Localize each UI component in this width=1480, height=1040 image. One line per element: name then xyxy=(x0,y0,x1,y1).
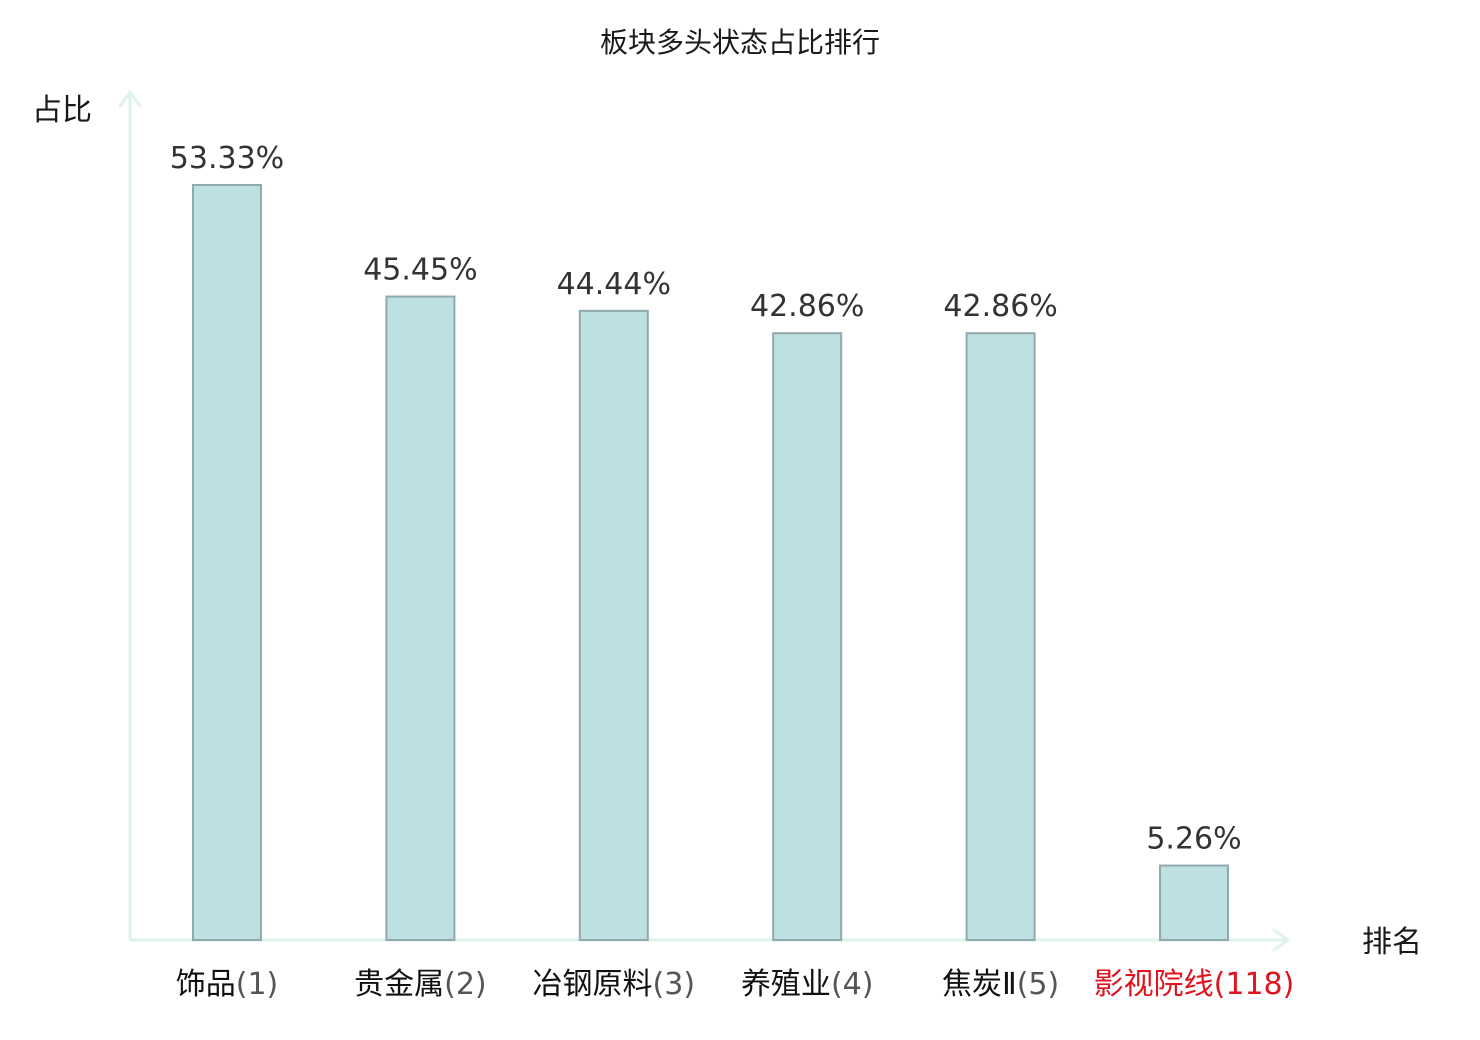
y-axis-label: 占比 xyxy=(32,93,92,128)
x-tick-label: 贵金属(2) xyxy=(354,967,487,1002)
category-rank: (5) xyxy=(1017,967,1060,1002)
x-axis-label: 排名 xyxy=(1362,925,1422,960)
x-axis-arrow xyxy=(1272,928,1291,952)
category-name: 冶钢原料 xyxy=(533,967,653,1002)
x-tick-label: 饰品(1) xyxy=(176,967,279,1002)
x-tick-label: 冶钢原料(3) xyxy=(533,967,696,1002)
bar xyxy=(965,332,1036,941)
category-name: 焦炭Ⅱ xyxy=(942,967,1017,1002)
chart-title: 板块多头状态占比排行 xyxy=(600,26,880,59)
x-tick-label: 影视院线(118) xyxy=(1094,967,1295,1002)
category-rank: (118) xyxy=(1214,967,1295,1002)
category-name: 贵金属 xyxy=(354,967,444,1002)
category-rank: (3) xyxy=(653,967,696,1002)
bar xyxy=(1159,864,1229,941)
bar xyxy=(578,309,649,941)
axes xyxy=(118,89,1291,952)
x-tick-label: 养殖业(4) xyxy=(741,967,874,1002)
x-tick-label: 焦炭Ⅱ(5) xyxy=(942,967,1059,1002)
bar xyxy=(192,184,262,941)
data-label: 42.86% xyxy=(943,289,1057,324)
bar xyxy=(385,295,456,941)
data-label: 44.44% xyxy=(557,267,671,302)
category-name: 影视院线 xyxy=(1094,967,1214,1002)
data-label: 53.33% xyxy=(170,141,284,176)
bars-group xyxy=(192,184,1229,941)
category-rank: (2) xyxy=(444,967,487,1002)
category-rank: (4) xyxy=(831,967,874,1002)
category-name: 养殖业 xyxy=(741,967,831,1002)
category-labels-group: 饰品(1) 贵金属(2) 冶钢原料(3) 养殖业(4) 焦炭Ⅱ(5) 影视院线(118) xyxy=(176,967,1295,1002)
value-labels-group: 53.33% 45.45% 44.44% 42.86% 42.86% 5.26% xyxy=(170,141,1242,857)
category-name: 饰品 xyxy=(176,967,236,1002)
bar xyxy=(772,332,843,941)
y-axis-arrow xyxy=(118,89,142,108)
category-rank: (1) xyxy=(236,967,279,1002)
data-label: 5.26% xyxy=(1146,822,1241,857)
data-label: 42.86% xyxy=(750,289,864,324)
data-label: 45.45% xyxy=(363,253,477,288)
